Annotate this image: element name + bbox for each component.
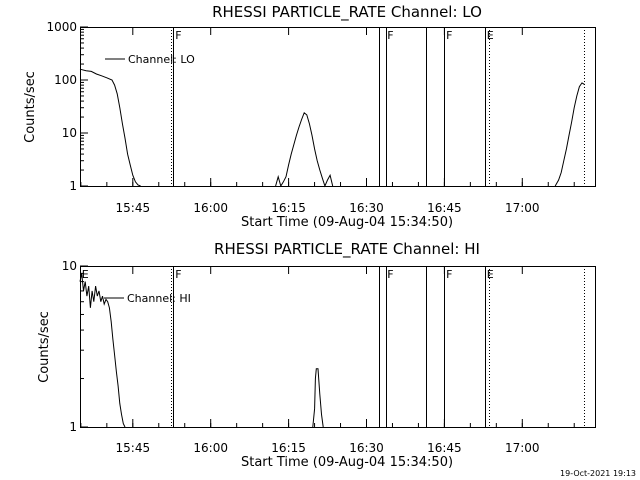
x-tick-label-hi-5: 17:00 — [505, 441, 540, 455]
marker-hi-2: F — [387, 268, 393, 281]
x-tick-label-lo-2: 16:15 — [271, 201, 306, 215]
chart-title-hi: RHESSI PARTICLE_RATE Channel: HI — [214, 240, 480, 259]
x-axis-label-lo: Start Time (09-Aug-04 15:34:50) — [241, 215, 453, 230]
x-tick-label-lo-4: 16:45 — [427, 201, 462, 215]
marker-lo-3: E — [487, 29, 494, 42]
plot-frame-lo — [80, 27, 596, 187]
series-line-hi-0 — [79, 273, 126, 428]
legend-label-lo: Channel: LO — [128, 53, 195, 66]
x-tick-label-lo-3: 16:30 — [349, 201, 384, 215]
marker-lo-0: F — [175, 29, 181, 42]
x-tick-label-hi-1: 16:00 — [193, 441, 228, 455]
render-timestamp: 19-Oct-2021 19:13 — [560, 469, 636, 478]
panel-hi: RHESSI PARTICLE_RATE Channel: HI E F F F E C… — [37, 240, 596, 470]
marker-hi-1: F — [175, 268, 181, 281]
x-tick-label-hi-3: 16:30 — [349, 441, 384, 455]
y-axis-label-lo: Counts/sec — [23, 71, 38, 143]
series-line-lo-1 — [275, 111, 334, 188]
y-axis-label-hi: Counts/sec — [37, 311, 52, 383]
y-tick-label-hi-1: 10 — [62, 259, 77, 273]
y-tick-label-lo-0: 1 — [69, 179, 77, 193]
marker-hi-0: E — [82, 268, 89, 281]
panel-lo: RHESSI PARTICLE_RATE Channel: LO F F F E Co… — [23, 3, 596, 230]
marker-hi-4: E — [487, 268, 494, 281]
series-line-lo-0 — [79, 68, 141, 187]
legend-label-hi: Channel: HI — [127, 292, 191, 305]
plot-frame-hi — [80, 266, 596, 428]
x-tick-label-lo-1: 16:00 — [193, 201, 228, 215]
x-tick-label-hi-2: 16:15 — [271, 441, 306, 455]
y-tick-label-hi-0: 1 — [69, 420, 77, 434]
x-axis-label-hi: Start Time (09-Aug-04 15:34:50) — [241, 455, 453, 470]
marker-lo-1: F — [387, 29, 393, 42]
series-line-hi-1 — [312, 368, 324, 428]
x-tick-label-hi-0: 15:45 — [116, 441, 151, 455]
marker-lo-2: F — [446, 29, 452, 42]
y-tick-label-lo-1: 10 — [62, 126, 77, 140]
marker-hi-3: F — [446, 268, 452, 281]
y-tick-label-lo-2: 100 — [54, 73, 77, 87]
series-line-lo-2 — [554, 82, 585, 187]
chart-title-lo: RHESSI PARTICLE_RATE Channel: LO — [212, 3, 482, 22]
x-tick-label-hi-4: 16:45 — [427, 441, 462, 455]
x-tick-label-lo-0: 15:45 — [116, 201, 151, 215]
y-tick-label-lo-3: 1000 — [46, 20, 77, 34]
x-tick-label-lo-5: 17:00 — [505, 201, 540, 215]
